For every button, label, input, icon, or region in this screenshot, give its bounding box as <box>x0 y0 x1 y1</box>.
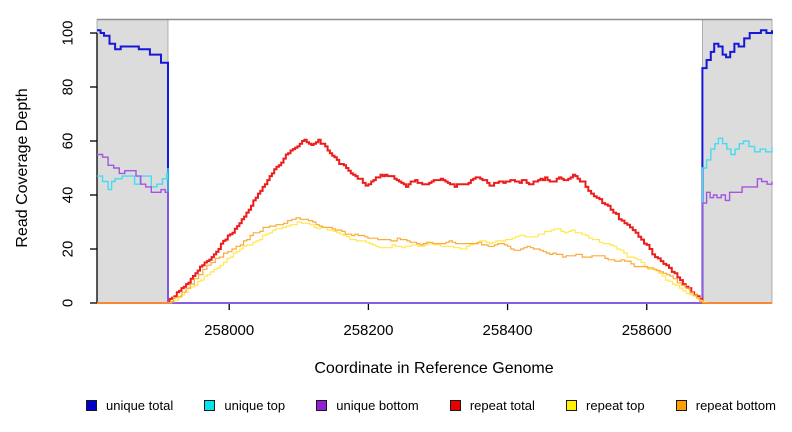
x-tick-label-258200: 258200 <box>343 322 394 339</box>
legend-item-repeat-bottom: repeat bottom <box>675 397 776 413</box>
legend-item-unique-top: unique top <box>204 398 285 413</box>
x-tick-label-258000: 258000 <box>204 322 255 339</box>
series-line-repeat-total <box>97 138 772 304</box>
legend-label-unique-top: unique top <box>224 397 286 413</box>
y-tick-label-40: 40 <box>59 186 77 204</box>
shaded-region-right <box>702 19 773 304</box>
y-tick-label-0: 0 <box>59 298 77 308</box>
y-tick-label-20: 20 <box>59 240 77 258</box>
legend-swatch-repeat-bottom <box>675 399 687 411</box>
series-line-unique-total <box>97 29 773 304</box>
series-line-repeat-top <box>97 221 772 304</box>
legend-swatch-unique-top <box>204 399 216 411</box>
series-line-unique-bottom <box>97 153 773 304</box>
legend-item-unique-total: unique total <box>86 398 173 413</box>
y-tick-label-80: 80 <box>59 78 77 96</box>
y-tick-label-100: 100 <box>59 20 77 46</box>
x-tick-label-258600: 258600 <box>621 322 672 339</box>
legend-swatch-unique-total <box>86 399 97 411</box>
legend-label-repeat-total: repeat total <box>469 397 535 413</box>
x-tick-label-258400: 258400 <box>482 322 533 339</box>
legend: unique total unique top unique bottom re… <box>86 396 776 414</box>
shaded-region-left <box>96 19 169 304</box>
y-tick-label-60: 60 <box>59 132 77 150</box>
legend-label-repeat-bottom: repeat bottom <box>695 397 776 413</box>
y-axis-title: Read Coverage Depth <box>14 88 31 248</box>
legend-item-repeat-top: repeat top <box>566 398 645 413</box>
legend-item-repeat-total: repeat total <box>449 397 535 413</box>
legend-label-unique-total: unique total <box>106 397 174 413</box>
legend-swatch-unique-bottom <box>316 399 328 411</box>
legend-swatch-repeat-top <box>566 399 578 411</box>
legend-label-repeat-top: repeat top <box>586 397 645 413</box>
x-axis-title: Coordinate in Reference Genome <box>314 360 554 377</box>
legend-item-unique-bottom: unique bottom <box>316 397 419 413</box>
series-line-repeat-bottom <box>97 217 772 304</box>
legend-label-unique-bottom: unique bottom <box>336 397 419 413</box>
legend-swatch-repeat-total <box>449 399 461 411</box>
